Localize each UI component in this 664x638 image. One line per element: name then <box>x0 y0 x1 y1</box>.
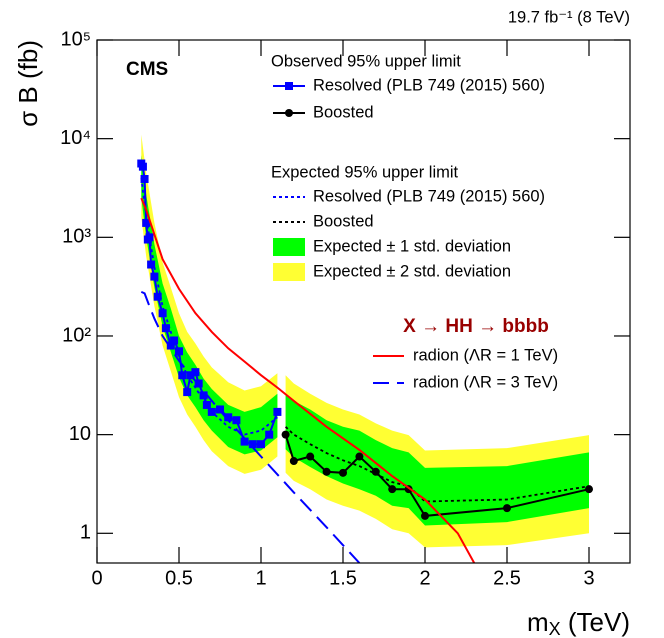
marker <box>158 309 167 318</box>
marker <box>170 336 179 345</box>
y-tick-label: 1 <box>80 522 91 544</box>
marker <box>191 368 200 377</box>
legend-label: radion (ΛR = 1 TeV) <box>413 346 558 364</box>
legend-marker <box>285 82 293 90</box>
marker <box>145 233 154 242</box>
signal-title: X → HH → bbbb <box>403 316 549 337</box>
marker <box>306 452 315 461</box>
legend-heading: Expected 95% upper limit <box>271 163 459 181</box>
marker <box>207 407 216 416</box>
y-axis-label: σ B (fb) <box>13 40 43 127</box>
marker <box>153 292 162 301</box>
marker <box>178 371 187 380</box>
y-tick-label: 10⁵ <box>60 28 91 50</box>
legend-label: radion (ΛR = 3 TeV) <box>413 373 558 391</box>
x-tick-label: 1 <box>255 567 266 589</box>
x-tick-label: 3 <box>583 567 594 589</box>
marker <box>281 430 290 439</box>
y-tick-label: 10 <box>69 423 91 445</box>
marker <box>322 467 331 476</box>
marker <box>371 467 380 476</box>
marker <box>355 452 364 461</box>
x-tick-label: 0.5 <box>165 567 193 589</box>
legend-heading: Observed 95% upper limit <box>271 52 461 70</box>
lumi-label: 19.7 fb⁻¹ (8 TeV) <box>508 8 630 26</box>
marker <box>265 430 274 439</box>
series-line <box>140 197 476 563</box>
marker <box>142 218 151 227</box>
frame <box>96 39 631 564</box>
marker <box>240 437 249 446</box>
band <box>141 155 278 455</box>
marker <box>248 440 257 449</box>
legend-label: Boosted <box>313 103 374 121</box>
marker <box>150 272 159 281</box>
marker <box>175 347 183 356</box>
x-tick-label: 0 <box>91 567 102 589</box>
band <box>285 393 589 526</box>
plot-area <box>137 134 593 563</box>
marker <box>585 485 593 494</box>
x-tick-label: 1.5 <box>329 567 357 589</box>
legend-label: Resolved (PLB 749 (2015) 560) <box>313 76 545 94</box>
marker <box>216 405 224 414</box>
experiment-label: CMS <box>126 59 168 80</box>
marker <box>503 504 511 513</box>
x-tick-label: 2.5 <box>493 567 521 589</box>
marker <box>161 324 170 333</box>
legend-label: Expected ± 1 std. deviation <box>313 237 511 255</box>
marker <box>232 416 241 425</box>
marker <box>273 407 282 416</box>
legend-swatch <box>273 238 305 256</box>
y-tick-label: 10⁴ <box>60 127 91 149</box>
marker <box>339 468 347 477</box>
legend-label: Resolved (PLB 749 (2015) 560) <box>313 187 545 205</box>
marker <box>289 457 298 466</box>
legend-swatch <box>273 263 305 281</box>
marker <box>388 485 397 494</box>
legend-label: Expected ± 2 std. deviation <box>313 262 511 280</box>
marker <box>224 413 233 422</box>
marker <box>166 341 175 350</box>
series-line <box>140 290 361 563</box>
marker <box>202 400 211 409</box>
marker <box>257 440 265 449</box>
marker <box>140 175 149 184</box>
legend-marker <box>285 109 293 117</box>
y-tick-label: 10³ <box>62 226 91 248</box>
y-tick-label: 10² <box>62 324 91 346</box>
marker <box>147 260 156 269</box>
marker <box>138 162 147 171</box>
x-axis-label: mX (TeV) <box>527 607 630 638</box>
marker <box>183 388 192 397</box>
marker <box>199 391 208 400</box>
marker <box>421 511 429 520</box>
legend-label: Boosted <box>313 212 374 230</box>
x-tick-label: 2 <box>419 567 430 589</box>
